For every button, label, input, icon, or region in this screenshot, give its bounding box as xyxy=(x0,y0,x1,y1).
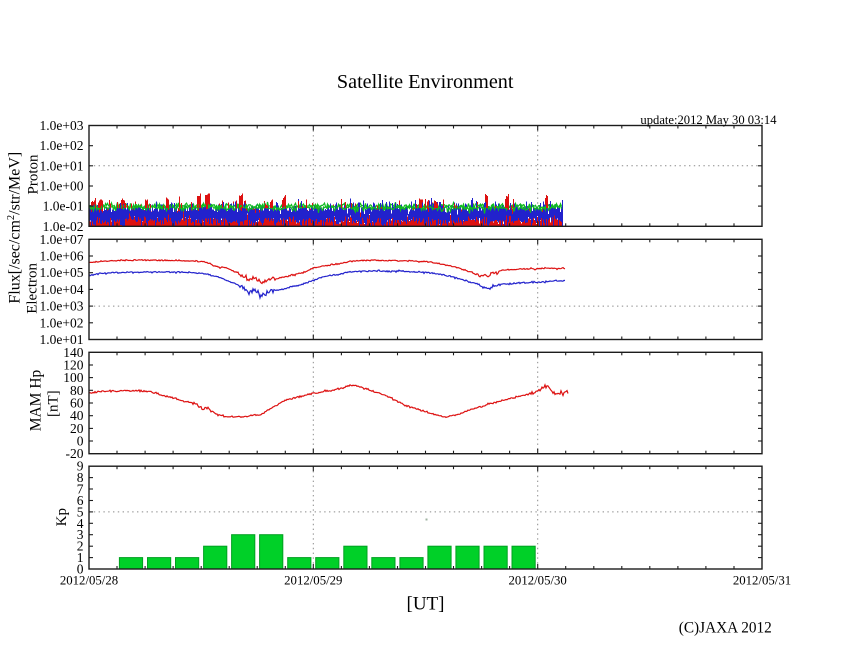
svg-text:Satellite Environment: Satellite Environment xyxy=(337,71,514,93)
svg-text:2: 2 xyxy=(77,539,84,554)
svg-text:3: 3 xyxy=(77,527,84,542)
svg-text:9: 9 xyxy=(77,459,84,474)
svg-text:1.0e+00: 1.0e+00 xyxy=(40,179,84,194)
svg-text:4: 4 xyxy=(77,516,84,531)
svg-text:8: 8 xyxy=(77,470,84,485)
svg-text:140: 140 xyxy=(63,345,84,360)
svg-text:2012/05/28: 2012/05/28 xyxy=(60,574,118,588)
svg-text:2012/05/31: 2012/05/31 xyxy=(733,574,791,588)
svg-text:1: 1 xyxy=(77,550,84,565)
svg-text:100: 100 xyxy=(63,370,84,385)
svg-text:MAM Hp: MAM Hp xyxy=(28,369,45,431)
svg-text:1.0e+06: 1.0e+06 xyxy=(40,249,84,264)
svg-text:[UT]: [UT] xyxy=(407,594,445,615)
svg-text:1.0e+02: 1.0e+02 xyxy=(40,138,84,153)
svg-text:0: 0 xyxy=(77,562,84,577)
svg-text:1.0e+05: 1.0e+05 xyxy=(40,265,84,280)
svg-text:update:2012 May 30 03:14: update:2012 May 30 03:14 xyxy=(640,113,777,127)
svg-text:2012/05/29: 2012/05/29 xyxy=(284,574,342,588)
svg-text:6: 6 xyxy=(77,493,84,508)
svg-text:Electron: Electron xyxy=(25,262,41,313)
svg-text:1.0e-01: 1.0e-01 xyxy=(43,199,84,214)
svg-text:60: 60 xyxy=(70,396,84,411)
svg-text:Proton: Proton xyxy=(26,154,42,195)
svg-text:1.0e+03: 1.0e+03 xyxy=(40,299,84,314)
svg-text:1.0e+02: 1.0e+02 xyxy=(40,315,84,330)
svg-text:1.0e+01: 1.0e+01 xyxy=(40,158,84,173)
svg-text:[nT]: [nT] xyxy=(46,390,62,417)
svg-text:1.0e+01: 1.0e+01 xyxy=(40,332,84,347)
svg-text:40: 40 xyxy=(70,408,84,423)
svg-text:0: 0 xyxy=(77,434,84,449)
svg-text:5: 5 xyxy=(77,504,84,519)
svg-text:2012/05/30: 2012/05/30 xyxy=(509,574,567,588)
svg-text:1.0e-02: 1.0e-02 xyxy=(43,219,84,234)
svg-text:(C)JAXA 2012: (C)JAXA 2012 xyxy=(679,620,772,637)
svg-text:1.0e+07: 1.0e+07 xyxy=(40,232,84,247)
svg-text:-20: -20 xyxy=(66,446,84,461)
svg-text:7: 7 xyxy=(77,482,84,497)
svg-text:120: 120 xyxy=(63,358,84,373)
svg-text:Flux[/sec/cm2/str/MeV]: Flux[/sec/cm2/str/MeV] xyxy=(6,152,24,304)
svg-text:80: 80 xyxy=(70,383,84,398)
svg-text:Kp: Kp xyxy=(54,508,70,526)
svg-text:1.0e+03: 1.0e+03 xyxy=(40,118,84,133)
svg-text:1.0e+04: 1.0e+04 xyxy=(40,282,84,297)
svg-text:20: 20 xyxy=(70,421,84,436)
